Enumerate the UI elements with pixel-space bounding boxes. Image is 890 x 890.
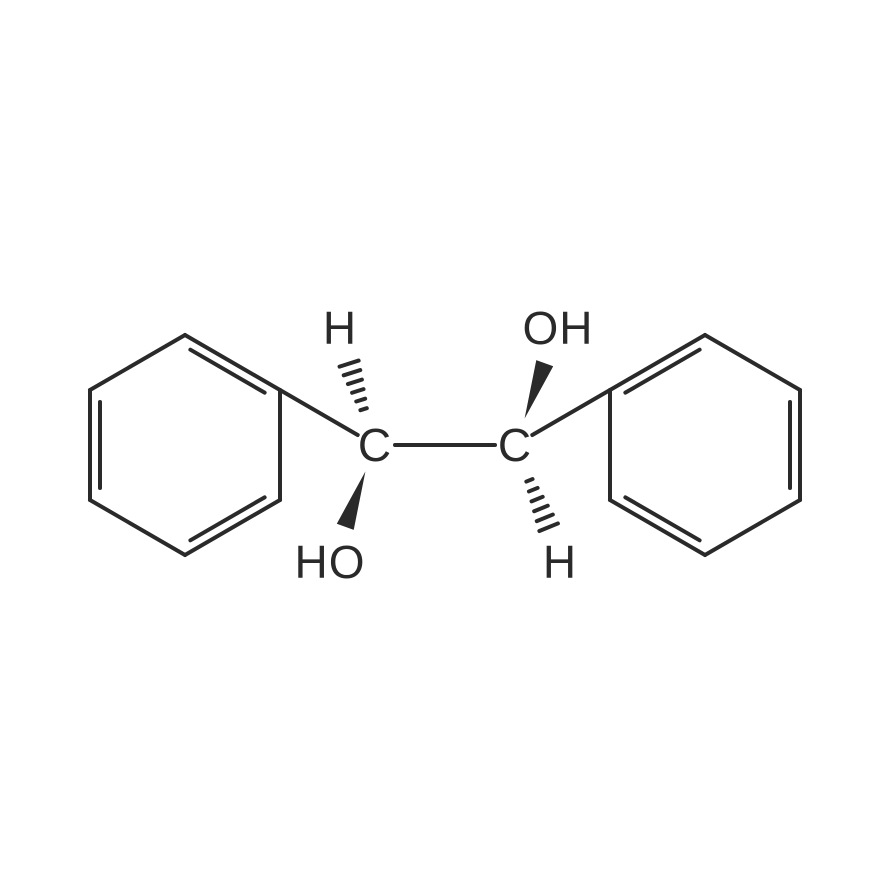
atom-label-oh-top-right: OH — [523, 301, 594, 355]
atom-label-c-left: C — [358, 418, 392, 472]
bond-layer — [0, 0, 890, 890]
atom-label-h-top-left: H — [323, 301, 357, 355]
chemical-structure-canvas: C C H OH HO H — [0, 0, 890, 890]
atom-label-c-right: C — [498, 418, 532, 472]
atom-label-oh-bot-left: HO — [295, 535, 366, 589]
atom-label-h-bot-right: H — [543, 535, 577, 589]
